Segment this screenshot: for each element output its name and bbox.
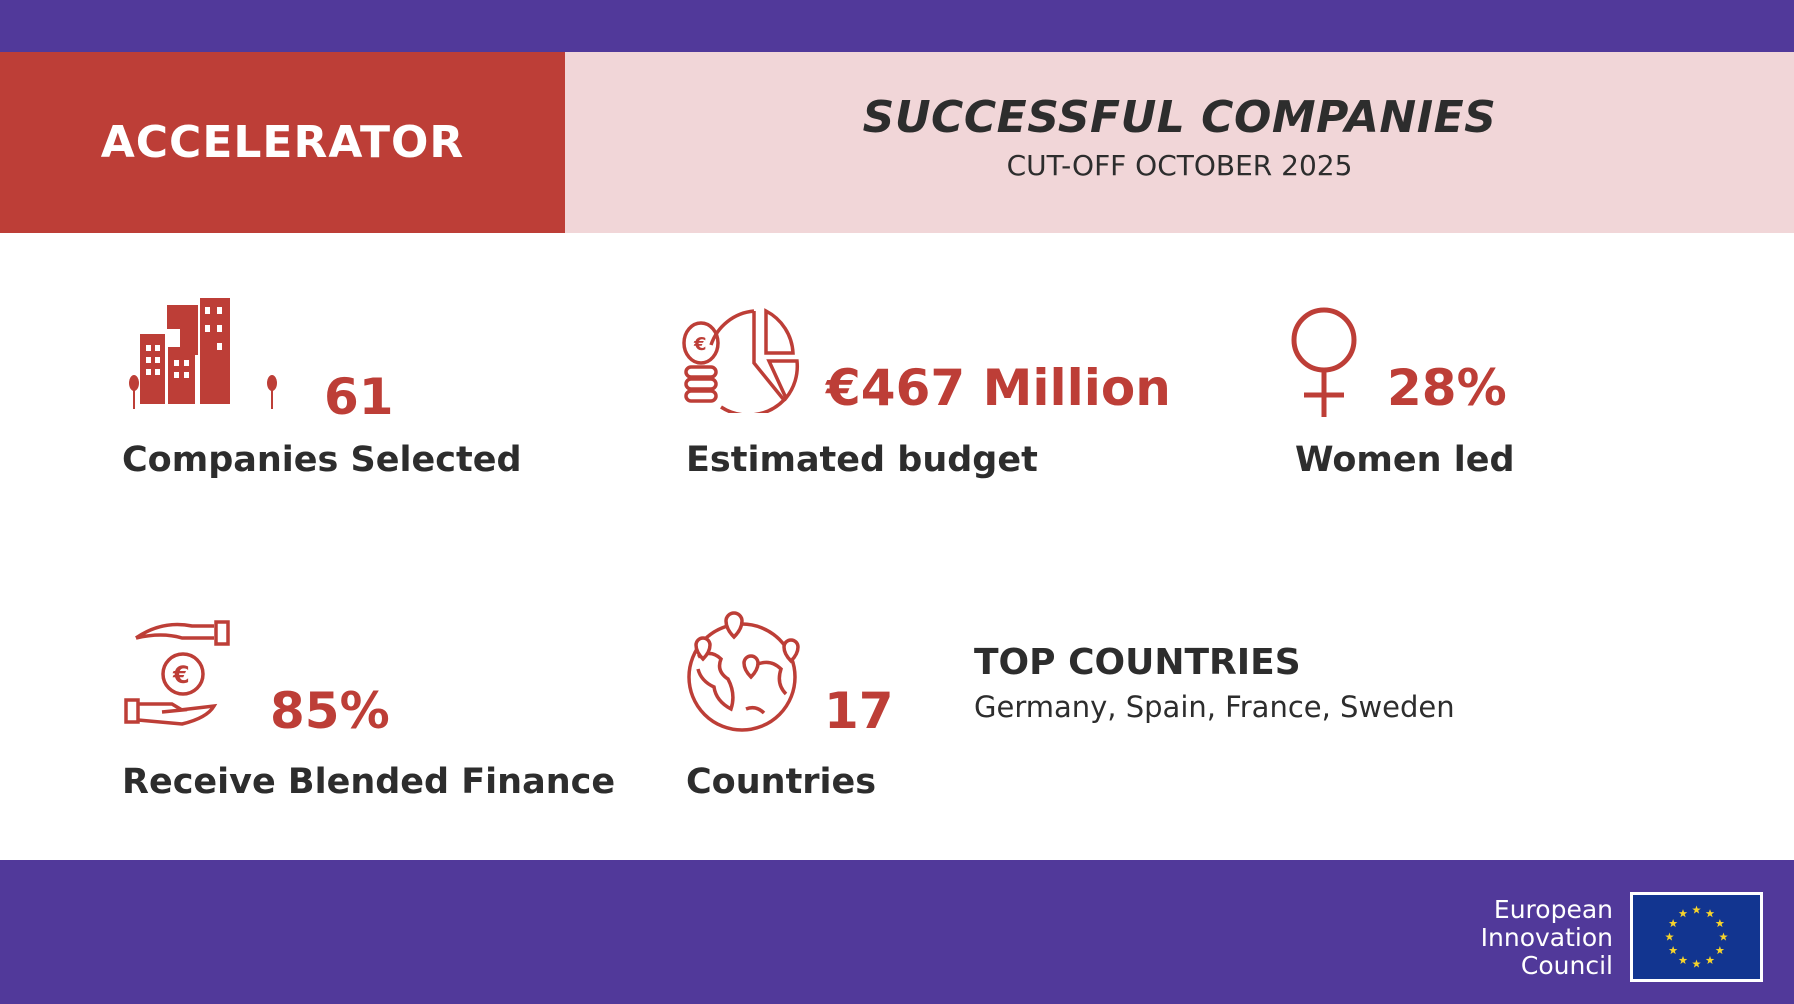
blended-finance-label: Receive Blended Finance: [122, 762, 616, 802]
svg-text:€: €: [172, 661, 190, 689]
eu-star-icon: [1692, 905, 1701, 914]
page-title: SUCCESSFUL COMPANIES: [862, 92, 1497, 143]
logo-line: Council: [1520, 951, 1613, 980]
women-label: Women led: [1295, 440, 1515, 480]
eic-logo-text: European Innovation Council: [1481, 896, 1613, 980]
eu-star-icon: [1665, 932, 1674, 941]
top-bar: [0, 0, 1794, 52]
eu-star-icon: [1692, 959, 1701, 968]
footer-bar: [0, 860, 1794, 1004]
eu-flag-icon: [1630, 892, 1763, 982]
page-subtitle: CUT-OFF OCTOBER 2025: [1006, 149, 1353, 182]
eu-star-icon: [1705, 909, 1715, 918]
blended-finance-value: 85%: [270, 682, 390, 740]
eu-star-icon: [1715, 946, 1725, 955]
eu-star-icon: [1678, 909, 1688, 918]
top-countries-list: Germany, Spain, France, Sweden: [974, 690, 1455, 724]
countries-label: Countries: [686, 762, 877, 802]
title-banner: SUCCESSFUL COMPANIES CUT-OFF OCTOBER 202…: [565, 52, 1794, 233]
companies-label: Companies Selected: [122, 440, 522, 480]
program-banner: ACCELERATOR: [0, 52, 565, 233]
budget-pie-icon: €: [682, 308, 800, 413]
eu-star-icon: [1719, 932, 1728, 941]
budget-value: €467 Million: [826, 359, 1171, 417]
female-symbol-icon: [1291, 307, 1357, 417]
program-name: ACCELERATOR: [100, 117, 465, 168]
svg-text:€: €: [693, 334, 707, 355]
countries-value: 17: [824, 682, 894, 740]
women-value: 28%: [1387, 359, 1507, 417]
hand-euro-icon: €: [124, 620, 230, 726]
eu-star-icon: [1668, 919, 1678, 928]
eu-star-icon: [1705, 955, 1715, 965]
eu-star-icon: [1678, 955, 1688, 965]
eu-star-icon: [1715, 919, 1725, 928]
budget-label: Estimated budget: [686, 440, 1038, 480]
companies-value: 61: [324, 368, 394, 426]
globe-pins-icon: [687, 611, 800, 732]
top-countries-heading: TOP COUNTRIES: [974, 642, 1301, 683]
logo-line: European: [1493, 895, 1613, 924]
buildings-icon: [129, 298, 277, 409]
eu-star-icon: [1668, 946, 1678, 955]
logo-line: Innovation: [1480, 923, 1613, 952]
